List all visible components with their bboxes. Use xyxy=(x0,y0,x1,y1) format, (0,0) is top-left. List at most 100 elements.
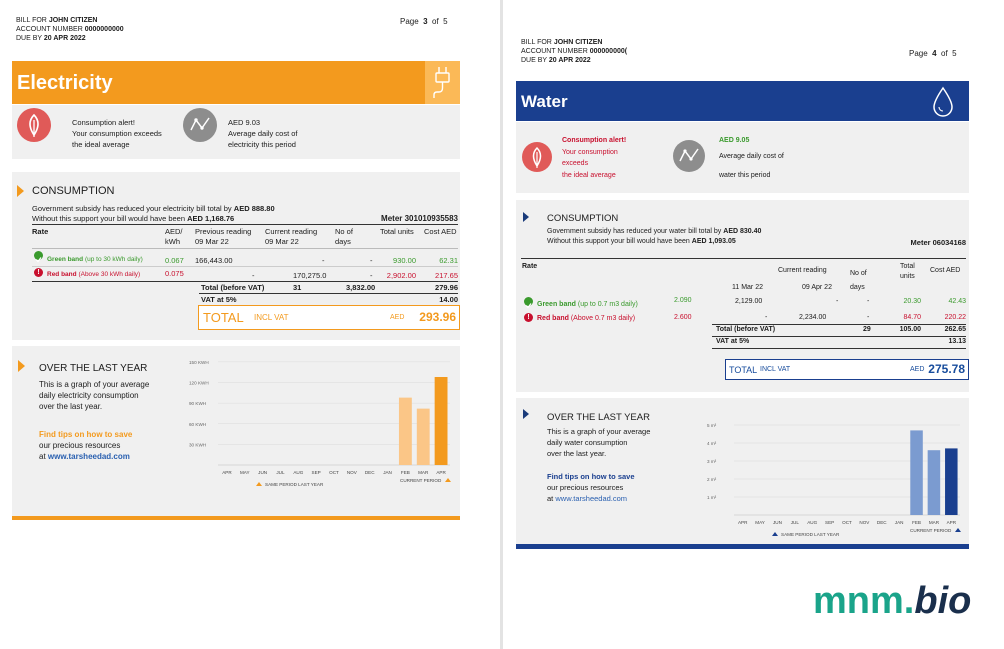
x-tick-label: FEB xyxy=(912,520,921,525)
leaf-alert-icon xyxy=(17,108,51,142)
check-icon xyxy=(34,251,43,263)
year-panel: OVER THE LAST YEAR This is a graph of yo… xyxy=(12,346,460,516)
bar-apr-12 xyxy=(434,377,448,465)
x-tick-label: JUL xyxy=(276,470,285,475)
footer-bar xyxy=(12,516,460,520)
grand-total-value: 275.78 xyxy=(928,362,965,376)
warning-icon: ! xyxy=(34,268,43,277)
subsidy-line: Government subsidy has reduced your wate… xyxy=(547,228,762,235)
tips-title: Find tips on how to save xyxy=(39,430,133,439)
x-tick-label: AUG xyxy=(807,520,817,525)
legend-current-period: CURRENT PERIOD xyxy=(400,478,442,483)
grand-total-box: TOTAL INCL VAT AED 293.96 xyxy=(198,305,460,330)
consumption-panel: CONSUMPTION Government subsidy has reduc… xyxy=(12,172,460,340)
legend-current-period: CURRENT PERIOD xyxy=(910,528,952,533)
year-title: OVER THE LAST YEAR xyxy=(547,412,650,423)
meter-number: Meter 301010935583 xyxy=(381,214,458,223)
x-tick-label: NOV xyxy=(859,520,870,525)
trend-icon xyxy=(183,108,217,142)
page-title: Electricity xyxy=(17,72,113,94)
x-tick-label: MAY xyxy=(240,470,250,475)
average-cost-value: AED 9.03 xyxy=(228,118,261,127)
alert-text: Consumption alert! Your consumption exce… xyxy=(562,137,627,179)
col-previous-reading: Previous reading 09 Mar 22 xyxy=(195,227,252,246)
page-number: Page 3 of 5 xyxy=(400,17,448,26)
plug-icon xyxy=(425,61,460,104)
consumption-title: CONSUMPTION xyxy=(32,185,115,197)
electricity-consumption-chart: 150 KWH 120 KWH 90 KWH 60 KWH 30 KWH APR MAY JU… xyxy=(189,360,451,487)
tips-link[interactable]: www.tarsheedad.com xyxy=(47,452,130,461)
section-arrow-icon xyxy=(523,212,529,222)
y-tick-label: 1 m³ xyxy=(707,495,717,500)
col-rate: Rate xyxy=(522,263,538,270)
col-current-reading: Current reading 09 Mar 22 xyxy=(265,227,318,246)
alert-text: Your consumption exceeds xyxy=(72,129,162,138)
without-support-line: Without this support your bill would hav… xyxy=(32,214,235,223)
tips-block: Find tips on how to save our precious re… xyxy=(39,430,133,461)
trend-icon xyxy=(673,140,705,172)
alert-title: Consumption alert! xyxy=(72,118,135,127)
x-tick-label: SEP xyxy=(825,520,834,525)
x-tick-label: OCT xyxy=(842,520,852,525)
x-tick-label: DEC xyxy=(877,520,887,525)
previous-date: 11 Mar 22 xyxy=(732,284,763,291)
legend-marker xyxy=(772,532,778,536)
footer-bar xyxy=(516,544,969,549)
tips-title: Find tips on how to save xyxy=(547,472,635,481)
legend-marker xyxy=(256,482,262,486)
y-tick-label: 150 KWH xyxy=(189,360,209,365)
x-tick-label: FEB xyxy=(401,470,410,475)
check-icon xyxy=(524,297,533,309)
grand-total-value: 293.96 xyxy=(419,310,456,324)
x-tick-label: OCT xyxy=(329,470,339,475)
y-tick-label: 2 m³ xyxy=(707,477,717,482)
x-tick-label: MAR xyxy=(929,520,940,525)
x-tick-label: JUN xyxy=(773,520,782,525)
alert-panel: Consumption alert! Your consumption exce… xyxy=(516,122,969,193)
y-tick-label: 3 m³ xyxy=(707,459,717,464)
col-days: No of days xyxy=(335,227,353,246)
warning-icon: ! xyxy=(524,313,533,322)
grand-total-box: TOTAL INCL VAT AED 275.78 xyxy=(725,359,969,380)
col-cost: Cost AED xyxy=(930,267,961,274)
year-panel: OVER THE LAST YEAR This is a graph of yo… xyxy=(516,398,969,544)
consumption-panel: CONSUMPTION Government subsidy has reduc… xyxy=(516,200,969,392)
col-total-units: Total units xyxy=(380,227,414,236)
col-current-reading: Current reading xyxy=(778,267,827,274)
tips-block: Find tips on how to save our precious re… xyxy=(547,472,635,503)
page-divider xyxy=(500,0,503,649)
alert-title: Consumption alert! xyxy=(562,137,627,144)
tips-link[interactable]: www.tarsheedad.com xyxy=(555,494,628,503)
col-aed-kwh: AED/kWh xyxy=(165,227,183,246)
year-description: This is a graph of your average daily ele… xyxy=(39,380,150,411)
water-consumption-chart: 5 m³ 4 m³ 3 m³ 2 m³ 1 m³ APR MAY JUN JUL AUG SEP OC… xyxy=(707,423,961,537)
year-description: This is a graph of your average daily wat… xyxy=(547,427,651,458)
col-days: No of days xyxy=(850,270,867,291)
average-cost: AED 9.05 Average daily cost of water thi… xyxy=(719,137,784,179)
x-tick-label: NOV xyxy=(347,470,358,475)
legend-same-period: SAME PERIOD LAST YEAR xyxy=(781,532,840,537)
bar-mar-11 xyxy=(416,408,430,465)
water-page: BILL FOR JOHN CITIZEN ACCOUNT NUMBER 000… xyxy=(503,0,1004,649)
x-tick-label: JAN xyxy=(383,470,392,475)
y-tick-label: 5 m³ xyxy=(707,423,717,428)
col-cost: Cost AED xyxy=(424,227,457,236)
y-tick-label: 120 KWH xyxy=(189,381,209,386)
consumption-title: CONSUMPTION xyxy=(547,213,619,224)
section-arrow-icon xyxy=(17,185,24,197)
bar-mar-11 xyxy=(927,450,941,515)
average-cost-text: Average daily cost of xyxy=(228,129,298,138)
x-tick-label: MAR xyxy=(418,470,429,475)
water-banner: Water xyxy=(516,81,969,121)
page-title: Water xyxy=(521,92,568,111)
section-arrow-icon xyxy=(523,409,529,419)
leaf-alert-icon xyxy=(522,142,552,172)
legend-marker xyxy=(955,528,961,532)
legend-marker xyxy=(445,478,451,482)
subsidy-line: Government subsidy has reduced your elec… xyxy=(32,204,275,213)
x-tick-label: DEC xyxy=(365,470,375,475)
meter-number: Meter 06034168 xyxy=(910,238,966,247)
legend-same-period: SAME PERIOD LAST YEAR xyxy=(265,482,324,487)
y-tick-label: 90 KWH xyxy=(189,401,206,406)
without-support-line: Without this support your bill would hav… xyxy=(547,238,736,245)
